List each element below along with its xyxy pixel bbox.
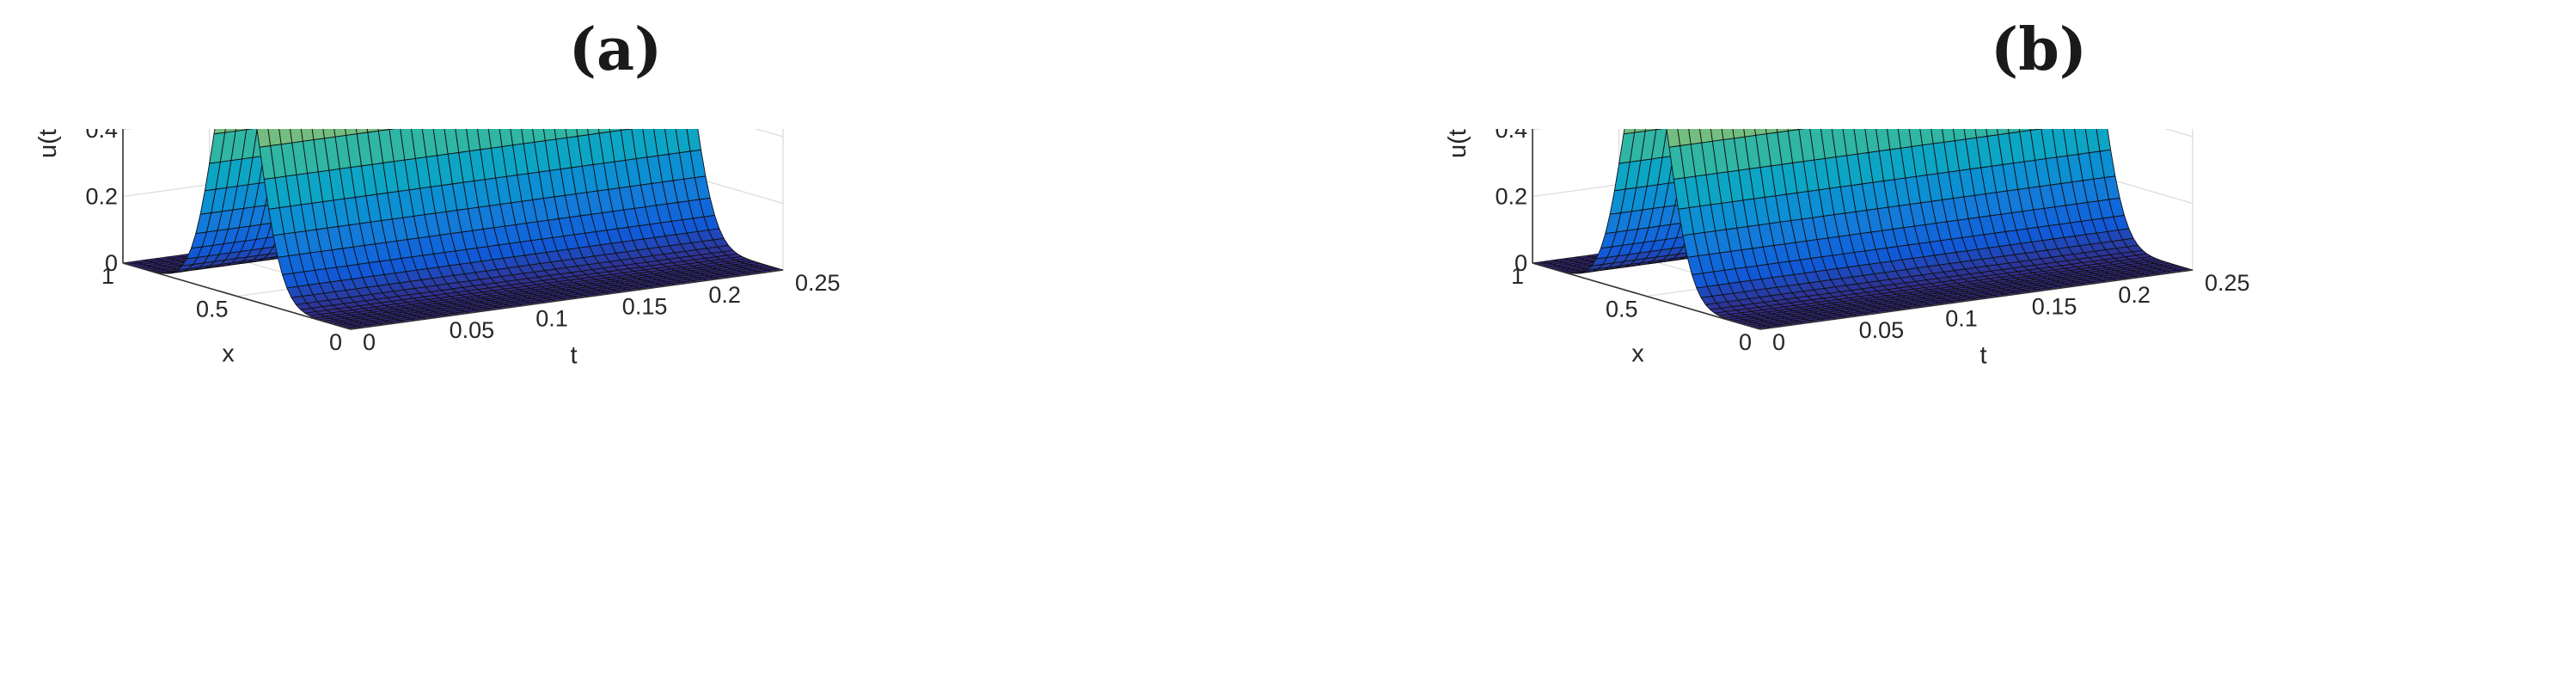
z-tick-label: 0 (1514, 250, 1527, 276)
t-axis-line (350, 269, 784, 330)
t-tick-label: 0.1 (535, 305, 568, 331)
x-tick-label: 0.5 (196, 297, 229, 322)
surface-facet (224, 129, 236, 133)
surface-facet (1623, 129, 1636, 135)
panel-b-title: (b) (1991, 15, 2087, 84)
z-tick-label: 0 (105, 250, 118, 276)
z-axis-label: u(t,x) (1444, 129, 1472, 158)
axis-lines (122, 129, 784, 330)
surface-facet (246, 129, 254, 131)
surface-plot-a: 00.20.40.60.800.5100.050.10.150.20.25u(t… (34, 129, 841, 370)
z-tick-label: 0.4 (85, 129, 118, 143)
t-axis-line (1759, 269, 2194, 330)
x-tick-label: 1 (101, 263, 114, 289)
x-tick-label: 0.5 (1606, 297, 1638, 322)
surface-facet (235, 129, 248, 132)
t-tick-label: 0 (1772, 329, 1785, 355)
t-tick-label: 0.05 (450, 317, 495, 343)
x-tick-label: 0 (329, 329, 342, 355)
t-tick-label: 0.2 (708, 282, 741, 308)
t-tick-label: 0.05 (1859, 317, 1905, 343)
x-tick-label: 0 (1739, 329, 1752, 355)
t-axis-label: t (1979, 342, 1986, 370)
x-axis-line (122, 262, 352, 330)
surface-plot-b: 00.20.40.60.800.5100.050.10.150.20.25u(t… (1444, 129, 2250, 370)
t-tick-label: 0.15 (2032, 294, 2077, 320)
t-tick-label: 0.2 (2118, 282, 2151, 308)
t-tick-label: 0.25 (795, 270, 841, 296)
t-tick-label: 0 (363, 329, 376, 355)
surface-facet (1634, 129, 1646, 133)
surface (1532, 129, 2194, 330)
x-axis-line (1532, 262, 1761, 330)
axis-lines (1532, 129, 2194, 330)
t-tick-label: 0.25 (2205, 270, 2250, 296)
z-tick-label: 0.4 (1495, 129, 1527, 143)
t-axis-label: t (570, 342, 577, 370)
surface-facet (1655, 129, 1663, 131)
t-tick-label: 0.15 (622, 294, 668, 320)
x-axis-label: x (1631, 340, 1644, 368)
z-tick-label: 0.2 (1495, 184, 1527, 210)
panel-a-title: (a) (568, 15, 663, 84)
x-axis-label: x (222, 340, 235, 368)
z-tick-label: 0.2 (85, 184, 118, 210)
surface (122, 129, 784, 330)
t-tick-label: 0.1 (1945, 305, 1978, 331)
x-tick-label: 1 (1511, 263, 1524, 289)
surface-facet (213, 129, 226, 135)
z-axis-label: u(t,x) (34, 129, 62, 158)
surface-facet (1644, 129, 1657, 132)
